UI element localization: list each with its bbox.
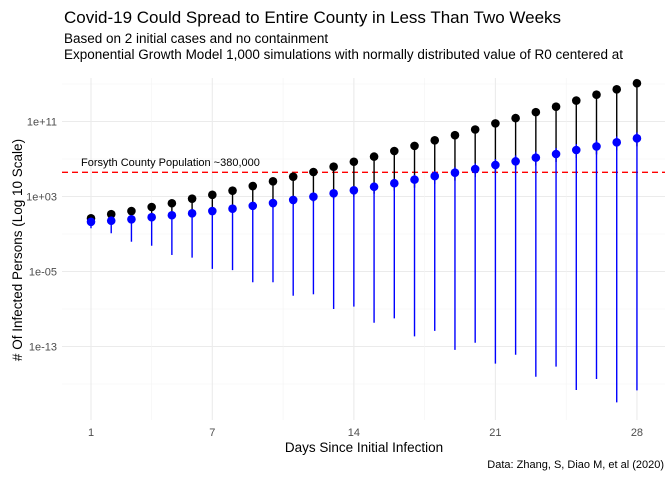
blue-point (390, 178, 399, 188)
black-point (470, 125, 480, 134)
blue-point (208, 206, 217, 216)
blue-point (86, 217, 96, 227)
blue-point (127, 214, 136, 224)
blue-point (349, 185, 359, 195)
black-point (208, 190, 217, 200)
x-tick-label: 1 (88, 427, 94, 439)
chart-caption: Data: Zhang, S, Diao M, et al (2020) (487, 459, 664, 471)
black-point (127, 206, 136, 216)
blue-point (531, 153, 541, 162)
y-axis-label: # Of Infected Persons (Log 10 Scale) (10, 139, 25, 361)
blue-point (571, 145, 581, 155)
black-point (612, 85, 622, 94)
blue-point (268, 198, 278, 208)
y-tick-label: 1e-05 (29, 267, 57, 279)
black-point (309, 167, 318, 177)
reference-line-label: Forsyth County Population ~380,000 (81, 157, 260, 169)
blue-point (147, 212, 156, 222)
y-tick-label: 1e-13 (29, 342, 57, 354)
black-point (531, 107, 541, 117)
black-point (511, 113, 520, 123)
black-point (369, 152, 379, 161)
axis-ticks: 1 7 14 21 28 1e+11 1e+03 1e-05 1e-13 (26, 117, 643, 440)
chart-subtitle-1: Based on 2 initial cases and no containm… (64, 31, 329, 46)
black-point (390, 146, 399, 156)
black-point (167, 198, 177, 208)
blue-point (228, 204, 237, 213)
black-point (147, 202, 156, 212)
blue-point (491, 160, 500, 170)
blue-point (248, 201, 258, 211)
blue-point (329, 188, 338, 198)
black-point (571, 96, 581, 105)
x-tick-label: 21 (489, 427, 501, 439)
black-point (491, 119, 500, 128)
blue-point (511, 157, 520, 166)
x-tick-label: 7 (209, 427, 215, 439)
gridlines (62, 78, 665, 420)
blue-point (106, 216, 116, 226)
y-tick-label: 1e+03 (26, 192, 57, 204)
black-point (248, 181, 258, 191)
black-point (450, 130, 460, 140)
data-marks (62, 78, 665, 403)
x-tick-label: 14 (348, 427, 360, 439)
blue-point (369, 182, 379, 192)
blue-point (551, 149, 561, 159)
black-point (632, 78, 642, 88)
blue-point (430, 171, 440, 181)
black-point (268, 176, 278, 186)
blue-point (187, 209, 197, 218)
black-point (410, 141, 419, 151)
blue-point (592, 142, 601, 151)
black-point (349, 157, 359, 167)
y-tick-label: 1e+11 (27, 117, 57, 129)
black-point (329, 162, 338, 172)
blue-point (167, 210, 177, 220)
black-point (551, 102, 561, 111)
x-tick-label: 28 (631, 427, 643, 439)
black-point (430, 136, 440, 145)
black-point (106, 209, 116, 219)
blue-point (612, 138, 622, 147)
chart-subtitle-2: Exponential Growth Model 1,000 simulatio… (64, 47, 624, 62)
blue-point (288, 195, 298, 205)
blue-point (410, 175, 419, 184)
blue-point (470, 164, 480, 174)
black-point (592, 90, 601, 100)
chart-title: Covid-19 Could Spread to Entire County i… (64, 8, 562, 27)
black-point (228, 186, 237, 195)
black-point (187, 194, 197, 203)
x-axis-label: Days Since Initial Infection (285, 440, 443, 455)
blue-point (309, 192, 318, 202)
black-point (288, 172, 298, 181)
blue-point (450, 168, 460, 177)
blue-point (632, 134, 642, 143)
